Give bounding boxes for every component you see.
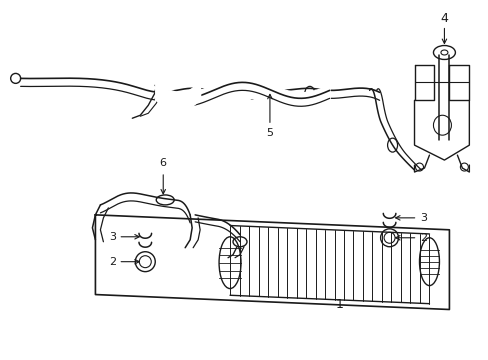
Text: 4: 4 xyxy=(440,12,447,25)
Text: 1: 1 xyxy=(335,298,343,311)
Text: 2: 2 xyxy=(419,233,426,243)
Text: 3: 3 xyxy=(109,232,116,242)
Text: 3: 3 xyxy=(419,213,426,223)
Text: 2: 2 xyxy=(109,257,116,267)
Text: 6: 6 xyxy=(160,158,166,168)
Text: 5: 5 xyxy=(266,128,273,138)
